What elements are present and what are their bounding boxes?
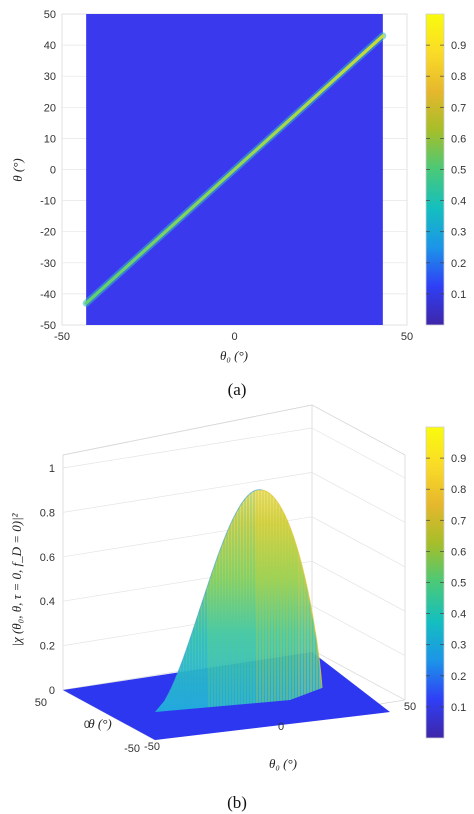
heatmap-y-tick-label: -50: [40, 320, 56, 332]
surface-x-tick-label: -50: [144, 741, 160, 753]
caption-b: (b): [227, 793, 247, 812]
colorbar-tick-label: 0.9: [451, 453, 466, 465]
surface-z-gridlines: [62, 427, 406, 701]
colorbar-tick-label: 0.3: [451, 640, 466, 652]
surface-y-axis-label: θ (°): [88, 716, 112, 731]
colorbar-tick-label: 0.8: [451, 484, 466, 496]
colorbar-tick-label: 0.4: [451, 196, 466, 208]
heatmap-y-tick-label: -20: [40, 227, 56, 239]
heatmap-y-axis-label: θ (°): [10, 158, 25, 182]
surface-x-tick-label: 50: [404, 701, 416, 713]
heatmap-y-tick-label: -30: [40, 258, 56, 270]
colorbar-tick-label: 0.1: [451, 702, 466, 714]
surface-y-tick-label: 0: [84, 719, 90, 731]
surface-z-tick-labels: 0 0.2 0.4 0.6 0.8 1: [40, 463, 55, 697]
colorbar-tick-label: 0.5: [451, 165, 466, 177]
surface-x-tick-label: 0: [278, 721, 284, 733]
heatmap-colorbar: 0.1 0.2 0.3 0.4 0.5 0.6 0.7 0.8 0.9: [425, 13, 466, 326]
colorbar-tick-label: 0.4: [451, 609, 466, 621]
colorbar-tick-label: 0.9: [451, 40, 466, 52]
heatmap-colorbar-ticks: 0.1 0.2 0.3 0.4 0.5 0.6 0.7 0.8 0.9: [426, 40, 466, 301]
surface-z-gridline: [311, 516, 406, 568]
surface-y-tick-labels: 50 0 -50: [35, 697, 140, 755]
surface-z-gridline: [311, 560, 406, 612]
surface-colorbar: 0.1 0.2 0.3 0.4 0.5 0.6 0.7 0.8 0.9: [425, 426, 466, 739]
heatmap-x-tick-label: -50: [54, 331, 70, 343]
surface-x-axis-label: θ₀ (°): [269, 756, 297, 771]
heatmap-x-tick-label: 0: [231, 331, 237, 343]
heatmap-y-tick-label: 10: [44, 133, 56, 145]
heatmap-y-tick-label: -10: [40, 196, 56, 208]
surface-z-gridline: [62, 427, 313, 469]
heatmap-x-tick-labels: -50 0 50: [54, 331, 413, 343]
surface-z-gridline: [311, 605, 406, 656]
surface-x-tick-labels: -50 0 50: [144, 701, 416, 753]
heatmap-y-tick-label: 50: [44, 9, 56, 21]
heatmap-diagonal-ridge: [84, 34, 385, 305]
colorbar-tick-label: 0.2: [451, 258, 466, 270]
heatmap-y-tick-label: 0: [50, 165, 56, 177]
heatmap-y-tick-label: 40: [44, 40, 56, 52]
surface-colorbar-ticks: 0.1 0.2 0.3 0.4 0.5 0.6 0.7 0.8 0.9: [426, 453, 466, 714]
colorbar-tick-label: 0.6: [451, 133, 466, 145]
colorbar-tick-label: 0.7: [451, 515, 466, 527]
heatmap-y-tick-labels: 50 40 30 20 10 0 -10 -20 -30 -40 -50: [40, 9, 56, 332]
colorbar-tick-label: 0.7: [451, 102, 466, 114]
surface-y-tick-label: -50: [124, 743, 140, 755]
surface-z-gridline: [311, 472, 406, 523]
colorbar-tick-label: 0.5: [451, 578, 466, 590]
surface-z-tick-label: 0: [49, 685, 55, 697]
colorbar-tick-label: 0.8: [451, 71, 466, 83]
heatmap-y-tick-label: -40: [40, 289, 56, 301]
surface-z-axis-label: |χ (θ₀, θ, τ = 0, f_D = 0)|²: [9, 512, 24, 646]
heatmap-x-axis-label: θ₀ (°): [220, 348, 248, 363]
heatmap-y-tick-label: 30: [44, 71, 56, 83]
colorbar-tick-label: 0.2: [451, 671, 466, 683]
caption-a: (a): [228, 380, 247, 399]
heatmap-x-tick-label: 50: [401, 331, 413, 343]
colorbar-tick-label: 0.6: [451, 546, 466, 558]
surface-z-tick-label: 1: [49, 463, 55, 475]
surface-z-tick-label: 0.4: [40, 596, 55, 608]
surface-z-gridline: [62, 472, 313, 513]
surface-z-gridline: [311, 649, 406, 701]
surface-z-gridline: [311, 427, 406, 479]
colorbar-tick-label: 0.3: [451, 227, 466, 239]
colorbar-tick-label: 0.1: [451, 289, 466, 301]
heatmap-y-tick-label: 20: [44, 102, 56, 114]
surface-y-tick-label: 50: [35, 697, 47, 709]
surface-z-tick-label: 0.2: [40, 641, 55, 653]
surface-z-tick-label: 0.8: [40, 507, 55, 519]
surface-z-tick-label: 0.6: [40, 552, 55, 564]
